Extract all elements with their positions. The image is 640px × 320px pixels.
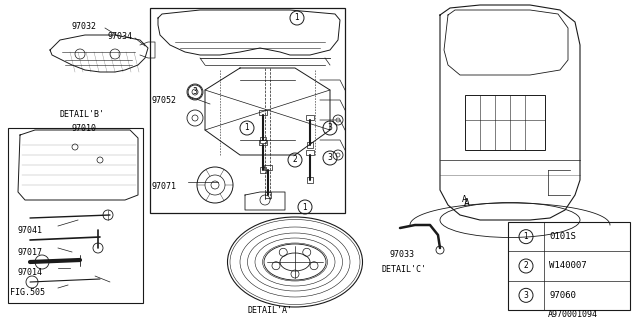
Bar <box>508 222 630 310</box>
Text: 97014: 97014 <box>18 268 43 277</box>
Text: 97033: 97033 <box>390 250 415 259</box>
Bar <box>259 140 267 145</box>
Bar <box>260 167 266 173</box>
Text: 1: 1 <box>294 13 300 22</box>
Text: DETAIL'B': DETAIL'B' <box>60 110 105 119</box>
Bar <box>306 150 314 155</box>
Bar <box>8 128 143 303</box>
Text: 97052: 97052 <box>152 96 177 105</box>
Bar <box>265 192 271 198</box>
Text: 1: 1 <box>244 124 250 132</box>
Text: 97017: 97017 <box>18 248 43 257</box>
Text: 3: 3 <box>193 87 197 97</box>
Bar <box>465 95 545 150</box>
Text: DETAIL'A': DETAIL'A' <box>248 306 293 315</box>
Bar <box>306 115 314 120</box>
Text: 3: 3 <box>328 154 332 163</box>
Text: FIG.505: FIG.505 <box>10 288 45 297</box>
Text: DETAIL'C': DETAIL'C' <box>382 265 427 274</box>
Bar <box>260 137 266 143</box>
Bar <box>307 177 313 183</box>
Text: W140007: W140007 <box>549 261 587 270</box>
Text: 3: 3 <box>524 291 529 300</box>
Text: 3: 3 <box>328 124 332 132</box>
Text: 1: 1 <box>524 232 529 241</box>
Text: A: A <box>464 198 470 208</box>
Text: 97032: 97032 <box>72 22 97 31</box>
Text: 1: 1 <box>303 203 307 212</box>
Text: 97041: 97041 <box>18 226 43 235</box>
Text: A970001094: A970001094 <box>548 310 598 319</box>
Text: 97010: 97010 <box>72 124 97 133</box>
Text: 2: 2 <box>292 156 298 164</box>
Bar <box>264 165 272 170</box>
Bar <box>307 142 313 148</box>
Text: A: A <box>462 195 467 204</box>
Bar <box>150 8 345 213</box>
Text: 2: 2 <box>524 261 529 270</box>
Text: 97034: 97034 <box>108 32 133 41</box>
Text: 0101S: 0101S <box>549 232 576 241</box>
Text: 97060: 97060 <box>549 291 576 300</box>
Text: 97071: 97071 <box>152 182 177 191</box>
Bar <box>259 110 267 115</box>
